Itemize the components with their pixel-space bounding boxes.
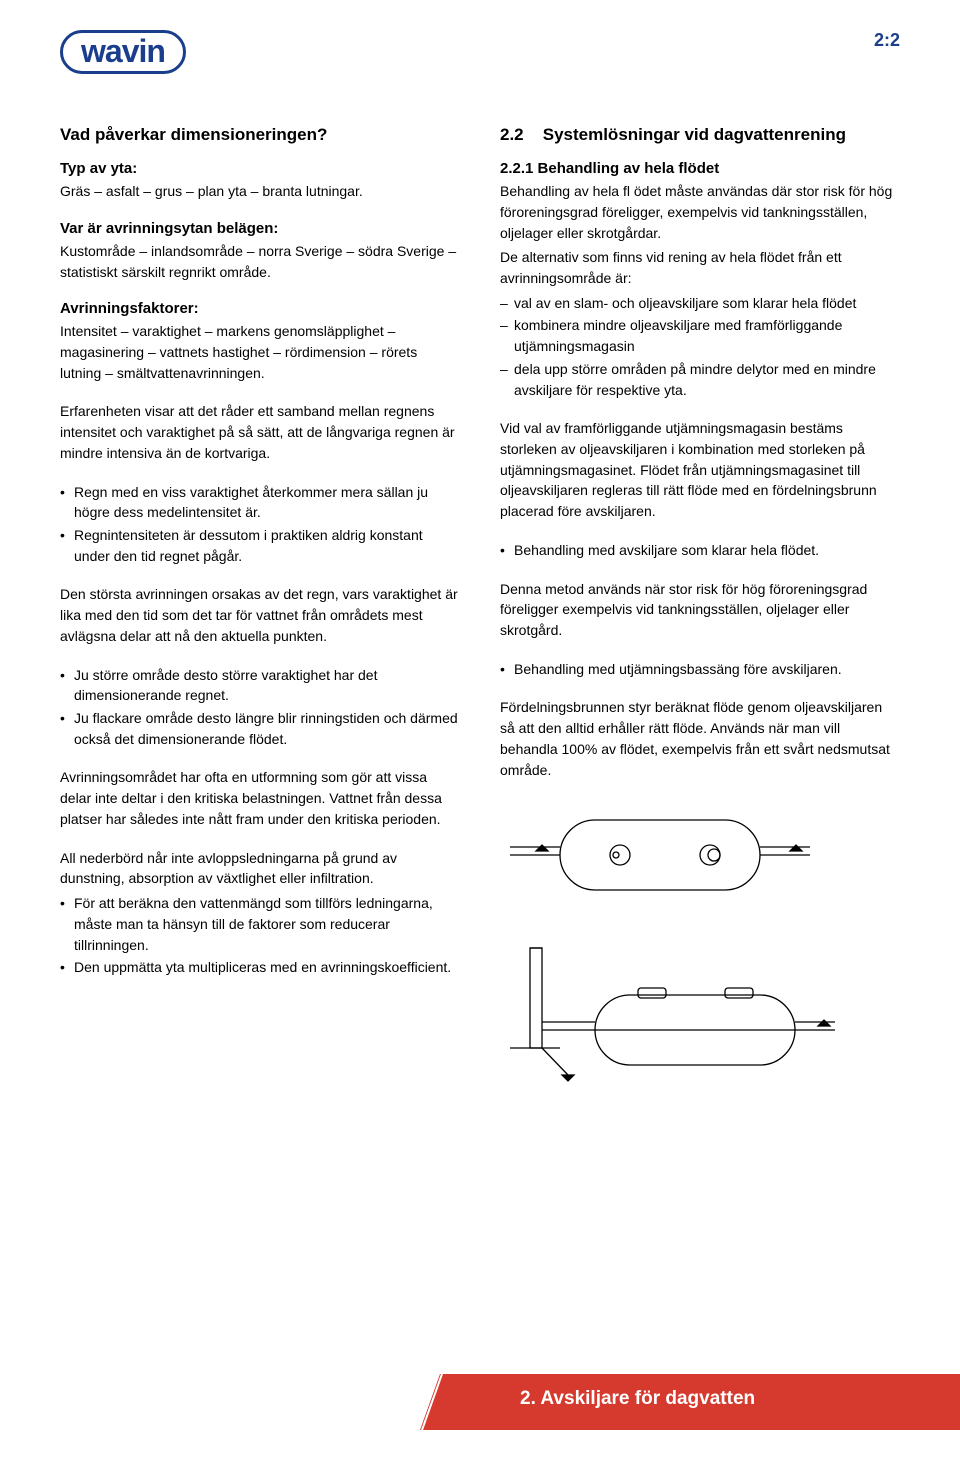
tank-diagram-2 <box>500 940 900 1090</box>
footer-label: 2. Avskiljare för dagvatten <box>520 1388 755 1410</box>
erfarenheten-text: Erfarenheten visar att det råder ett sam… <box>60 401 460 463</box>
list-item: Behandling med utjämningsbassäng före av… <box>500 659 900 680</box>
typ-av-yta-text: Gräs – asfalt – grus – plan yta – branta… <box>60 181 460 202</box>
alternativ-list: val av en slam- och oljeavskiljare som k… <box>500 293 900 401</box>
brand-logo: wavin <box>60 30 186 74</box>
behandling-text: Behandling av hela fl ödet måste använda… <box>500 181 900 243</box>
section-title: Systemlösningar vid dagvattenrening <box>543 125 846 144</box>
left-heading: Vad påverkar dimensioneringen? <box>60 124 460 146</box>
alternativ-intro: De alternativ som finns vid rening av he… <box>500 247 900 288</box>
avrinningsfaktorer-heading: Avrinningsfaktorer: <box>60 300 460 317</box>
list-item: För att beräkna den vattenmängd som till… <box>60 893 460 955</box>
list-item: Ju flackare område desto längre blir rin… <box>60 708 460 749</box>
list-item: dela upp större områden på mindre delyto… <box>500 359 900 400</box>
list-item: Behandling med avskiljare som klarar hel… <box>500 540 900 561</box>
avrinningsomradet-text: Avrinningsområdet har ofta en utformning… <box>60 767 460 829</box>
section-2-2-heading: 2.2 Systemlösningar vid dagvattenrening <box>500 124 900 146</box>
section-2-2-1-heading: 2.2.1 Behandling av hela flödet <box>500 160 900 177</box>
list-item: Regnintensiteten är dessutom i praktiken… <box>60 525 460 566</box>
page-number: 2:2 <box>874 30 900 51</box>
page-header: wavin 2:2 <box>60 30 900 74</box>
var-belagen-text: Kustområde – inlandsområde – norra Sveri… <box>60 241 460 282</box>
avrinningsfaktorer-text: Intensitet – varaktighet – markens genom… <box>60 321 460 383</box>
nederbord-text: All nederbörd når inte avloppsledningarn… <box>60 848 460 889</box>
bullet-list-a: Regn med en viss varaktighet återkommer … <box>60 482 460 567</box>
list-item: Den uppmätta yta multipliceras med en av… <box>60 957 460 978</box>
behandling-bullet-2: Behandling med utjämningsbassäng före av… <box>500 659 900 680</box>
bullet-list-b: Ju större område desto större varaktighe… <box>60 665 460 750</box>
var-belagen-heading: Var är avrinningsytan belägen: <box>60 220 460 237</box>
right-column: 2.2 Systemlösningar vid dagvattenrening … <box>500 124 900 1120</box>
footer-banner: 2. Avskiljare för dagvatten <box>400 1374 960 1430</box>
content-columns: Vad påverkar dimensioneringen? Typ av yt… <box>60 124 900 1120</box>
typ-av-yta-heading: Typ av yta: <box>60 160 460 177</box>
bullet-list-c: För att beräkna den vattenmängd som till… <box>60 893 460 978</box>
list-item: Regn med en viss varaktighet återkommer … <box>60 482 460 523</box>
brand-logo-text: wavin <box>81 33 165 69</box>
metod-1-text: Denna metod används när stor risk för hö… <box>500 579 900 641</box>
tank-diagram-1 <box>500 800 900 910</box>
vid-val-text: Vid val av framförliggande utjämningsmag… <box>500 418 900 522</box>
list-item: Ju större område desto större varaktighe… <box>60 665 460 706</box>
storsta-avrinning-text: Den största avrinningen orsakas av det r… <box>60 584 460 646</box>
left-column: Vad påverkar dimensioneringen? Typ av yt… <box>60 124 460 1120</box>
section-number: 2.2 <box>500 124 538 146</box>
list-item: val av en slam- och oljeavskiljare som k… <box>500 293 900 314</box>
behandling-bullet-1: Behandling med avskiljare som klarar hel… <box>500 540 900 561</box>
list-item: kombinera mindre oljeavskiljare med fram… <box>500 315 900 356</box>
fordelningsbrunn-text: Fördelningsbrunnen styr beräknat flöde g… <box>500 697 900 780</box>
